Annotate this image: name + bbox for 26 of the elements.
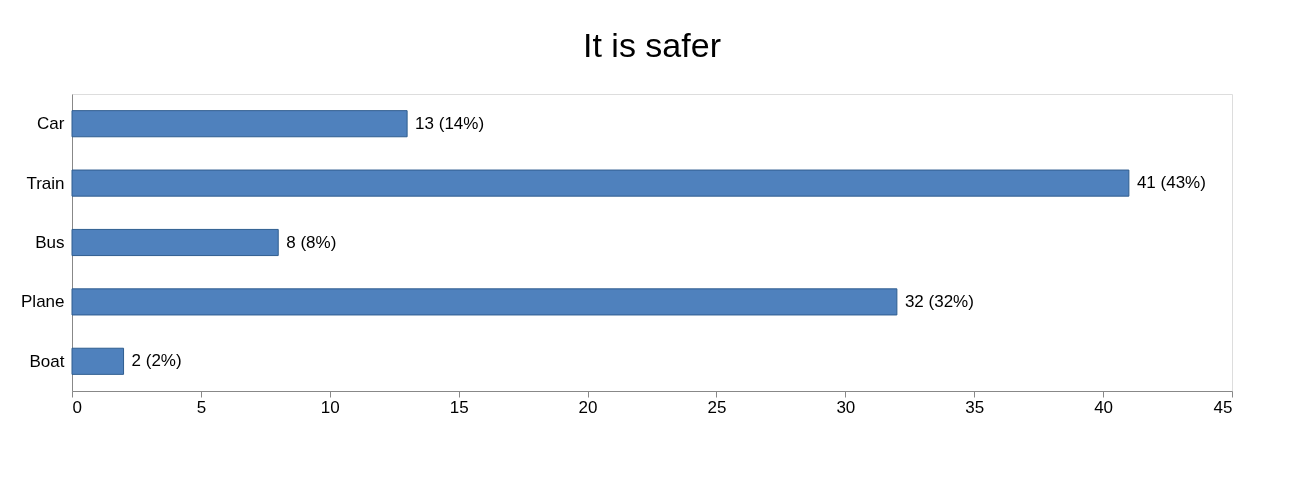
data-label: 41 (43%) — [1136, 173, 1206, 193]
y-tick-label: Car — [37, 114, 65, 134]
x-tick-label: 40 — [1094, 397, 1114, 417]
bar — [71, 288, 898, 316]
bar — [71, 228, 279, 257]
x-tick-label: 5 — [196, 397, 207, 417]
data-label: 2 (2%) — [131, 351, 182, 371]
x-tick-label: 45 — [1213, 397, 1233, 417]
x-tick-label: 35 — [965, 397, 985, 417]
y-tick-label: Train — [26, 173, 65, 193]
bar — [71, 110, 408, 138]
y-tick-label: Boat — [29, 351, 65, 371]
y-tick-label: Bus — [35, 233, 65, 252]
bar — [71, 347, 125, 375]
x-tick-label: 25 — [707, 397, 727, 417]
chart-title: It is safer — [583, 26, 721, 64]
x-tick-label: 10 — [320, 397, 340, 417]
x-tick-label: 15 — [449, 397, 469, 417]
x-tick-label: 30 — [836, 397, 856, 417]
data-label: 8 (8%) — [286, 232, 337, 252]
x-tick-label: 20 — [578, 397, 598, 417]
bar — [71, 169, 1130, 197]
y-tick-label: Plane — [21, 292, 65, 312]
data-label: 13 (14%) — [415, 113, 485, 133]
data-label: 32 (32%) — [904, 291, 974, 311]
x-tick-label: 0 — [72, 397, 82, 417]
